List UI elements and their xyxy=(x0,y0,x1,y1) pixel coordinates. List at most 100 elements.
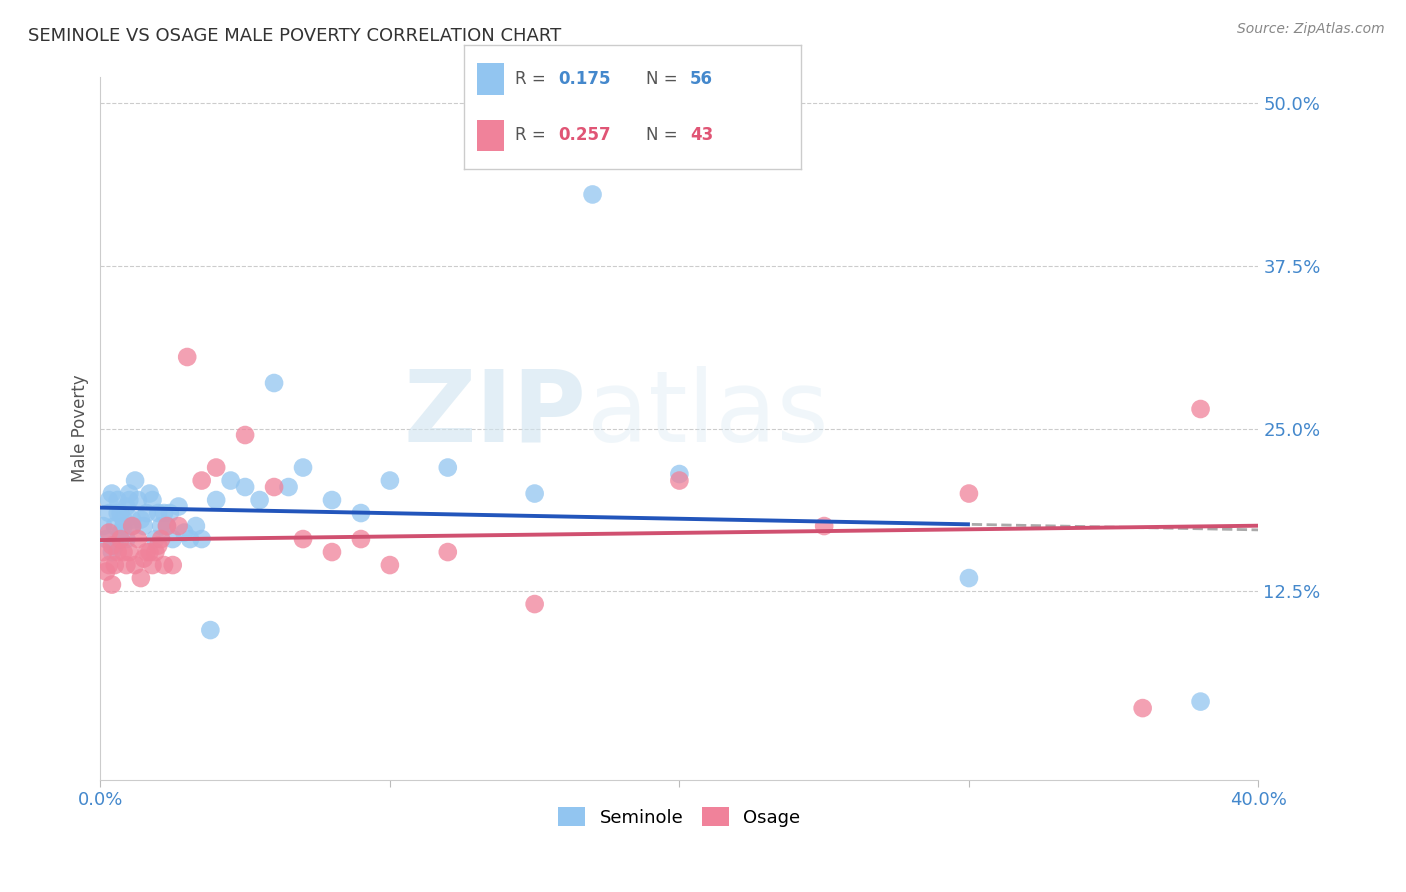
Point xyxy=(112,519,135,533)
Point xyxy=(104,558,127,572)
Point xyxy=(668,474,690,488)
Text: N =: N = xyxy=(647,70,678,88)
Y-axis label: Male Poverty: Male Poverty xyxy=(72,375,89,483)
Point xyxy=(98,506,121,520)
Point xyxy=(121,512,143,526)
Point xyxy=(148,539,170,553)
Point xyxy=(112,512,135,526)
Point xyxy=(190,474,212,488)
Point xyxy=(150,519,173,533)
Point xyxy=(219,474,242,488)
Point xyxy=(205,493,228,508)
Point xyxy=(138,486,160,500)
Point xyxy=(1189,402,1212,417)
Point xyxy=(98,558,121,572)
Point xyxy=(91,519,114,533)
Text: atlas: atlas xyxy=(586,366,828,463)
Point xyxy=(124,474,146,488)
Point xyxy=(143,545,166,559)
Text: 43: 43 xyxy=(690,126,713,145)
Point xyxy=(350,532,373,546)
Point xyxy=(118,545,141,559)
Point xyxy=(148,506,170,520)
Point xyxy=(162,532,184,546)
Point xyxy=(135,545,157,559)
Point xyxy=(205,460,228,475)
Point xyxy=(292,460,315,475)
Point xyxy=(129,512,152,526)
Point xyxy=(101,539,124,553)
Text: ZIP: ZIP xyxy=(404,366,586,463)
Point xyxy=(132,519,155,533)
Point xyxy=(91,545,114,559)
Point xyxy=(94,565,117,579)
Point xyxy=(233,428,256,442)
Point xyxy=(107,493,129,508)
Point xyxy=(957,571,980,585)
Point xyxy=(263,376,285,390)
Point xyxy=(292,532,315,546)
Text: 0.175: 0.175 xyxy=(558,70,612,88)
Text: R =: R = xyxy=(515,70,546,88)
Point xyxy=(118,486,141,500)
Point xyxy=(176,350,198,364)
Point xyxy=(138,545,160,559)
Point xyxy=(378,558,401,572)
Point xyxy=(132,551,155,566)
Point xyxy=(813,519,835,533)
Bar xyxy=(478,63,505,95)
Point xyxy=(98,525,121,540)
Point xyxy=(101,545,124,559)
Point xyxy=(162,558,184,572)
Point xyxy=(263,480,285,494)
Point xyxy=(107,545,129,559)
Point xyxy=(1189,695,1212,709)
Point xyxy=(436,545,458,559)
Point xyxy=(110,525,132,540)
Point xyxy=(153,558,176,572)
Point xyxy=(167,500,190,514)
Bar xyxy=(478,120,505,151)
Point xyxy=(121,519,143,533)
Point xyxy=(101,486,124,500)
Text: 0.257: 0.257 xyxy=(558,126,612,145)
Point xyxy=(127,532,149,546)
Point xyxy=(98,493,121,508)
Point xyxy=(94,532,117,546)
Point xyxy=(167,519,190,533)
Text: 56: 56 xyxy=(690,70,713,88)
Point xyxy=(190,532,212,546)
Point xyxy=(321,545,343,559)
Point xyxy=(127,493,149,508)
Point xyxy=(277,480,299,494)
Point xyxy=(523,597,546,611)
Point xyxy=(159,506,181,520)
Point xyxy=(156,519,179,533)
Point xyxy=(1132,701,1154,715)
Point xyxy=(581,187,603,202)
Point xyxy=(112,545,135,559)
Text: R =: R = xyxy=(515,126,546,145)
Point xyxy=(436,460,458,475)
Point xyxy=(668,467,690,481)
Text: N =: N = xyxy=(647,126,678,145)
Legend: Seminole, Osage: Seminole, Osage xyxy=(551,800,807,834)
Point xyxy=(184,519,207,533)
Point xyxy=(110,506,132,520)
Point xyxy=(115,532,138,546)
Point xyxy=(115,500,138,514)
Point xyxy=(179,532,201,546)
Point xyxy=(957,486,980,500)
Point xyxy=(378,474,401,488)
Point xyxy=(107,506,129,520)
Point xyxy=(141,558,163,572)
Point xyxy=(115,558,138,572)
Point xyxy=(104,519,127,533)
Point xyxy=(110,532,132,546)
Point xyxy=(118,493,141,508)
Point xyxy=(173,525,195,540)
Text: SEMINOLE VS OSAGE MALE POVERTY CORRELATION CHART: SEMINOLE VS OSAGE MALE POVERTY CORRELATI… xyxy=(28,27,561,45)
Point xyxy=(101,577,124,591)
Point xyxy=(150,532,173,546)
Point xyxy=(156,519,179,533)
